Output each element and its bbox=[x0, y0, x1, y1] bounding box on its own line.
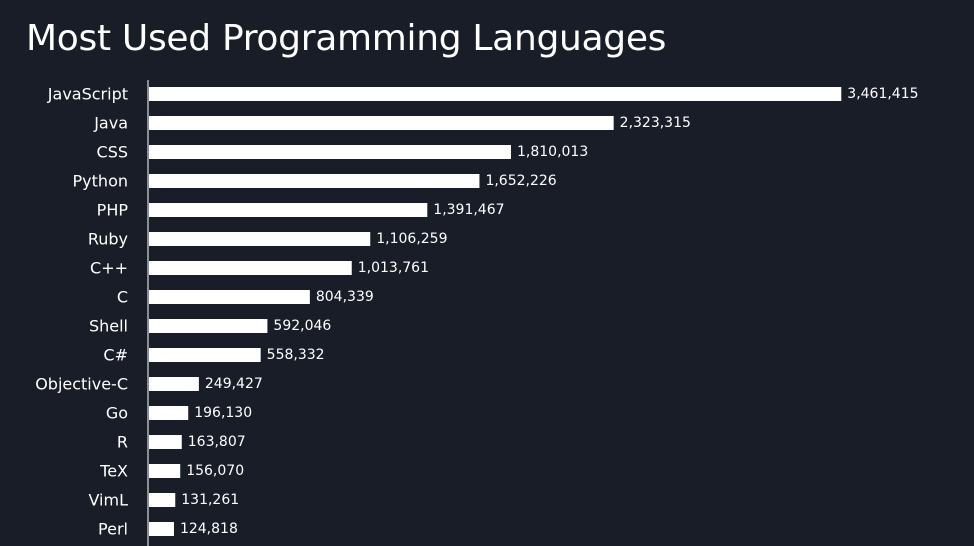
bar bbox=[149, 522, 174, 536]
bar bbox=[149, 464, 181, 478]
bar-row: Java 2,323,315 bbox=[93, 114, 691, 133]
value-label: 156,070 bbox=[186, 463, 244, 479]
value-label: 1,652,226 bbox=[485, 173, 556, 189]
bar-row: VimL 131,261 bbox=[88, 491, 239, 510]
category-label: R bbox=[117, 433, 128, 452]
value-label: 131,261 bbox=[181, 492, 239, 508]
bar-row: PHP 1,391,467 bbox=[97, 201, 505, 220]
bar-row: R 163,807 bbox=[117, 433, 246, 452]
value-label: 1,810,013 bbox=[517, 144, 588, 160]
value-label: 2,323,315 bbox=[620, 115, 691, 131]
bar bbox=[149, 116, 614, 130]
bar bbox=[149, 493, 176, 507]
value-label: 1,013,761 bbox=[358, 260, 429, 276]
value-label: 163,807 bbox=[188, 434, 246, 450]
bar bbox=[149, 203, 428, 217]
category-label: CSS bbox=[97, 143, 128, 162]
category-label: PHP bbox=[97, 201, 129, 220]
bar bbox=[149, 290, 310, 304]
bar-row: Python 1,652,226 bbox=[73, 172, 557, 191]
bar bbox=[149, 348, 261, 362]
category-label: Go bbox=[106, 404, 128, 423]
bar-row: C# 558,332 bbox=[103, 346, 324, 365]
category-label: Perl bbox=[98, 520, 128, 539]
bar-row: JavaScript 3,461,415 bbox=[47, 85, 919, 104]
bar bbox=[149, 319, 268, 333]
category-label: TeX bbox=[99, 462, 128, 481]
category-label: C++ bbox=[90, 259, 128, 278]
bar bbox=[149, 377, 199, 391]
bar-row: TeX 156,070 bbox=[99, 462, 244, 481]
bar bbox=[149, 406, 189, 420]
value-label: 558,332 bbox=[267, 347, 325, 363]
category-label: C# bbox=[103, 346, 128, 365]
category-label: Java bbox=[93, 114, 128, 133]
chart-title: Most Used Programming Languages bbox=[26, 18, 667, 59]
value-label: 804,339 bbox=[316, 289, 374, 305]
bar-row: Shell 592,046 bbox=[89, 317, 331, 336]
value-label: 592,046 bbox=[273, 318, 331, 334]
bar bbox=[149, 145, 512, 159]
bar bbox=[149, 261, 352, 275]
category-label: C bbox=[117, 288, 128, 307]
bar-row: CSS 1,810,013 bbox=[97, 143, 589, 162]
bar-row: Objective-C 249,427 bbox=[35, 375, 263, 394]
bar-row: C++ 1,013,761 bbox=[90, 259, 429, 278]
value-label: 196,130 bbox=[194, 405, 252, 421]
category-label: Shell bbox=[89, 317, 128, 336]
bar bbox=[149, 174, 480, 188]
bar-row: C 804,339 bbox=[117, 288, 374, 307]
value-label: 249,427 bbox=[205, 376, 263, 392]
bar-row: Go 196,130 bbox=[106, 404, 252, 423]
value-label: 1,391,467 bbox=[433, 202, 504, 218]
category-label: VimL bbox=[88, 491, 128, 510]
value-label: 124,818 bbox=[180, 521, 238, 537]
category-label: Objective-C bbox=[35, 375, 128, 394]
bar bbox=[149, 435, 182, 449]
category-label: Python bbox=[73, 172, 128, 191]
bar bbox=[149, 87, 842, 101]
value-label: 3,461,415 bbox=[847, 86, 918, 102]
bar-row: Ruby 1,106,259 bbox=[88, 230, 448, 249]
category-label: Ruby bbox=[88, 230, 128, 249]
bar bbox=[149, 232, 371, 246]
value-label: 1,106,259 bbox=[376, 231, 447, 247]
bar-row: Perl 124,818 bbox=[98, 520, 238, 539]
category-label: JavaScript bbox=[47, 85, 128, 104]
